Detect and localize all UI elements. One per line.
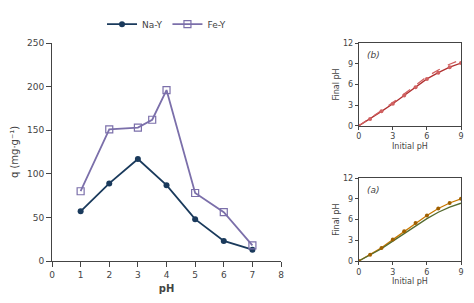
svg-text:12: 12 [343,39,353,48]
svg-text:50: 50 [33,213,45,223]
svg-text:3: 3 [390,268,395,277]
svg-text:6: 6 [424,268,429,277]
svg-text:100: 100 [27,169,44,179]
svg-text:6: 6 [348,80,353,89]
svg-text:9: 9 [348,195,353,204]
svg-text:200: 200 [27,82,44,92]
svg-text:0: 0 [49,270,55,280]
svg-text:7: 7 [250,270,256,280]
svg-text:5: 5 [192,270,198,280]
svg-text:250: 250 [27,38,44,48]
svg-text:6: 6 [221,270,227,280]
svg-text:3: 3 [348,101,353,110]
svg-text:Final pH: Final pH [332,68,341,100]
svg-text:0: 0 [348,257,353,266]
svg-text:0: 0 [356,132,361,141]
svg-text:1: 1 [78,270,84,280]
svg-text:Final pH: Final pH [332,204,341,236]
svg-text:12: 12 [343,174,353,183]
svg-text:pH: pH [159,283,175,294]
svg-text:9: 9 [348,60,353,69]
svg-text:3: 3 [348,236,353,245]
svg-text:3: 3 [390,132,395,141]
svg-text:Initial pH: Initial pH [392,142,428,151]
svg-text:2: 2 [106,270,112,280]
svg-text:3: 3 [135,270,141,280]
svg-text:q (mg·g⁻¹): q (mg·g⁻¹) [9,126,20,178]
svg-text:8: 8 [278,270,284,280]
svg-text:4: 4 [164,270,170,280]
svg-text:6: 6 [424,132,429,141]
svg-text:0: 0 [38,256,44,266]
svg-text:(a): (a) [367,185,380,195]
svg-text:6: 6 [348,215,353,224]
svg-text:Initial pH: Initial pH [392,277,428,286]
svg-text:9: 9 [458,268,463,277]
svg-text:(b): (b) [367,50,380,60]
svg-text:Fe-Y: Fe-Y [207,20,225,30]
svg-text:Na-Y: Na-Y [142,20,162,30]
svg-text:0: 0 [356,268,361,277]
svg-text:9: 9 [458,132,463,141]
svg-text:0: 0 [348,122,353,131]
svg-text:150: 150 [27,125,44,135]
